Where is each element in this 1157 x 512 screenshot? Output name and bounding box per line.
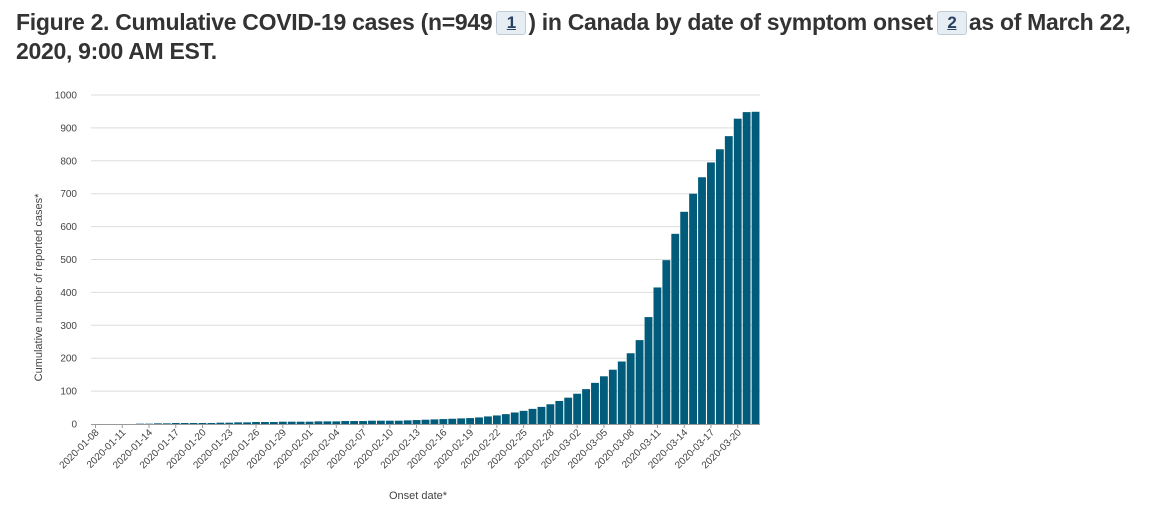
title-text-part2: ) in Canada by date of symptom onset (528, 9, 933, 35)
bar-2020-02-12 (403, 420, 412, 424)
bar-2020-03-19 (724, 136, 733, 424)
bar-2020-03-15 (689, 193, 698, 424)
bar-2020-02-13 (412, 420, 421, 424)
bar-2020-02-29 (555, 400, 564, 424)
bar-2020-03-14 (680, 211, 689, 424)
bar-2020-02-20 (475, 417, 483, 424)
bar-2020-03-12 (662, 260, 671, 424)
bar-2020-02-18 (457, 418, 466, 424)
bar-2020-03-09 (635, 340, 644, 424)
bars (136, 111, 760, 425)
y-tick-label: 800 (60, 156, 77, 167)
bar-2020-03-13 (671, 233, 680, 424)
footnote-2-link[interactable]: 2 (936, 11, 967, 35)
bar-2020-02-15 (430, 419, 439, 424)
bar-2020-01-20 (198, 423, 207, 424)
bar-2020-01-30 (287, 421, 296, 424)
bar-2020-01-15 (153, 423, 162, 424)
y-tick-label: 1000 (55, 91, 78, 102)
y-tick-label: 100 (60, 387, 77, 398)
figure-title: Figure 2. Cumulative COVID-19 cases (n=9… (16, 8, 1146, 66)
title-text-part3: as of March 22, 2020, 9:00 AM EST. (16, 9, 1131, 64)
bar-2020-02-17 (448, 418, 457, 424)
y-tick-label: 200 (60, 354, 77, 365)
bar-2020-02-06 (350, 421, 359, 424)
bar-2020-03-21 (742, 112, 751, 424)
bar-2020-03-05 (599, 376, 608, 424)
bar-2020-02-09 (376, 420, 385, 424)
bar-2020-03-11 (653, 287, 662, 424)
bar-2020-01-25 (243, 422, 252, 424)
bar-2020-02-10 (385, 420, 394, 424)
bar-2020-02-07 (359, 421, 367, 424)
bar-2020-02-02 (314, 421, 323, 424)
title-text-part1: Figure 2. Cumulative COVID-19 cases (n=9… (16, 9, 493, 35)
bar-2020-02-28 (546, 404, 555, 424)
bar-2020-02-16 (439, 419, 448, 424)
y-axis-title: Cumulative number of reported cases* (33, 193, 45, 381)
bar-2020-01-17 (171, 423, 180, 424)
bar-2020-01-18 (180, 423, 189, 424)
bar-2020-02-25 (519, 410, 528, 424)
bar-2020-03-03 (582, 389, 590, 424)
bar-2020-03-07 (617, 361, 626, 424)
bar-2020-01-27 (261, 422, 269, 424)
bar-2020-03-18 (715, 149, 724, 424)
bar-2020-02-23 (501, 414, 510, 424)
y-tick-label: 300 (60, 321, 77, 332)
bar-2020-03-16 (698, 177, 706, 424)
bar-2020-02-01 (305, 421, 314, 424)
bar-2020-03-01 (564, 397, 573, 424)
bar-2020-02-05 (341, 421, 350, 424)
bar-2020-03-06 (608, 369, 617, 424)
bar-2020-03-17 (707, 162, 715, 424)
bar-2020-02-14 (421, 419, 430, 424)
bar-2020-02-24 (510, 412, 519, 424)
bar-2020-02-19 (466, 418, 475, 424)
bar-2020-01-21 (207, 423, 216, 424)
bar-2020-02-21 (484, 416, 492, 424)
footnote-1-link[interactable]: 1 (496, 11, 527, 35)
bar-2020-02-27 (537, 406, 546, 424)
bar-2020-03-10 (644, 317, 653, 424)
bar-2020-03-04 (591, 382, 599, 424)
bar-2020-01-23 (225, 422, 234, 424)
y-tick-label: 600 (60, 222, 77, 233)
y-tick-label: 500 (60, 255, 77, 266)
bar-2020-01-16 (162, 423, 171, 424)
y-tick-label: 400 (60, 288, 77, 299)
bar-2020-01-24 (234, 422, 243, 424)
bar-2020-03-02 (573, 393, 582, 424)
x-axis-ticks: 2020-01-082020-01-112020-01-142020-01-17… (58, 424, 744, 471)
y-axis-ticks: 0 100 200 300 400 500 600 700 800 900 1000 (55, 91, 78, 431)
bar-2020-01-28 (269, 422, 278, 424)
y-tick-label: 900 (60, 123, 77, 134)
bar-2020-02-04 (332, 421, 341, 424)
bar-2020-02-03 (323, 421, 332, 424)
bar-2020-01-19 (189, 423, 198, 424)
bar-2020-02-22 (492, 415, 501, 424)
bar-2020-03-20 (733, 118, 742, 425)
bar-2020-02-26 (528, 408, 537, 424)
bar-2020-01-26 (252, 422, 260, 424)
bar-2020-02-11 (394, 420, 403, 424)
bar-2020-03-22 (751, 111, 760, 425)
bar-2020-03-08 (626, 353, 635, 424)
x-axis-title: Onset date* (389, 490, 448, 502)
y-tick-label: 0 (71, 420, 77, 431)
bar-2020-01-22 (216, 422, 225, 424)
bar-2020-02-08 (368, 420, 376, 424)
bar-2020-01-31 (296, 421, 305, 424)
bar-2020-01-29 (278, 421, 287, 424)
y-tick-label: 700 (60, 189, 77, 200)
